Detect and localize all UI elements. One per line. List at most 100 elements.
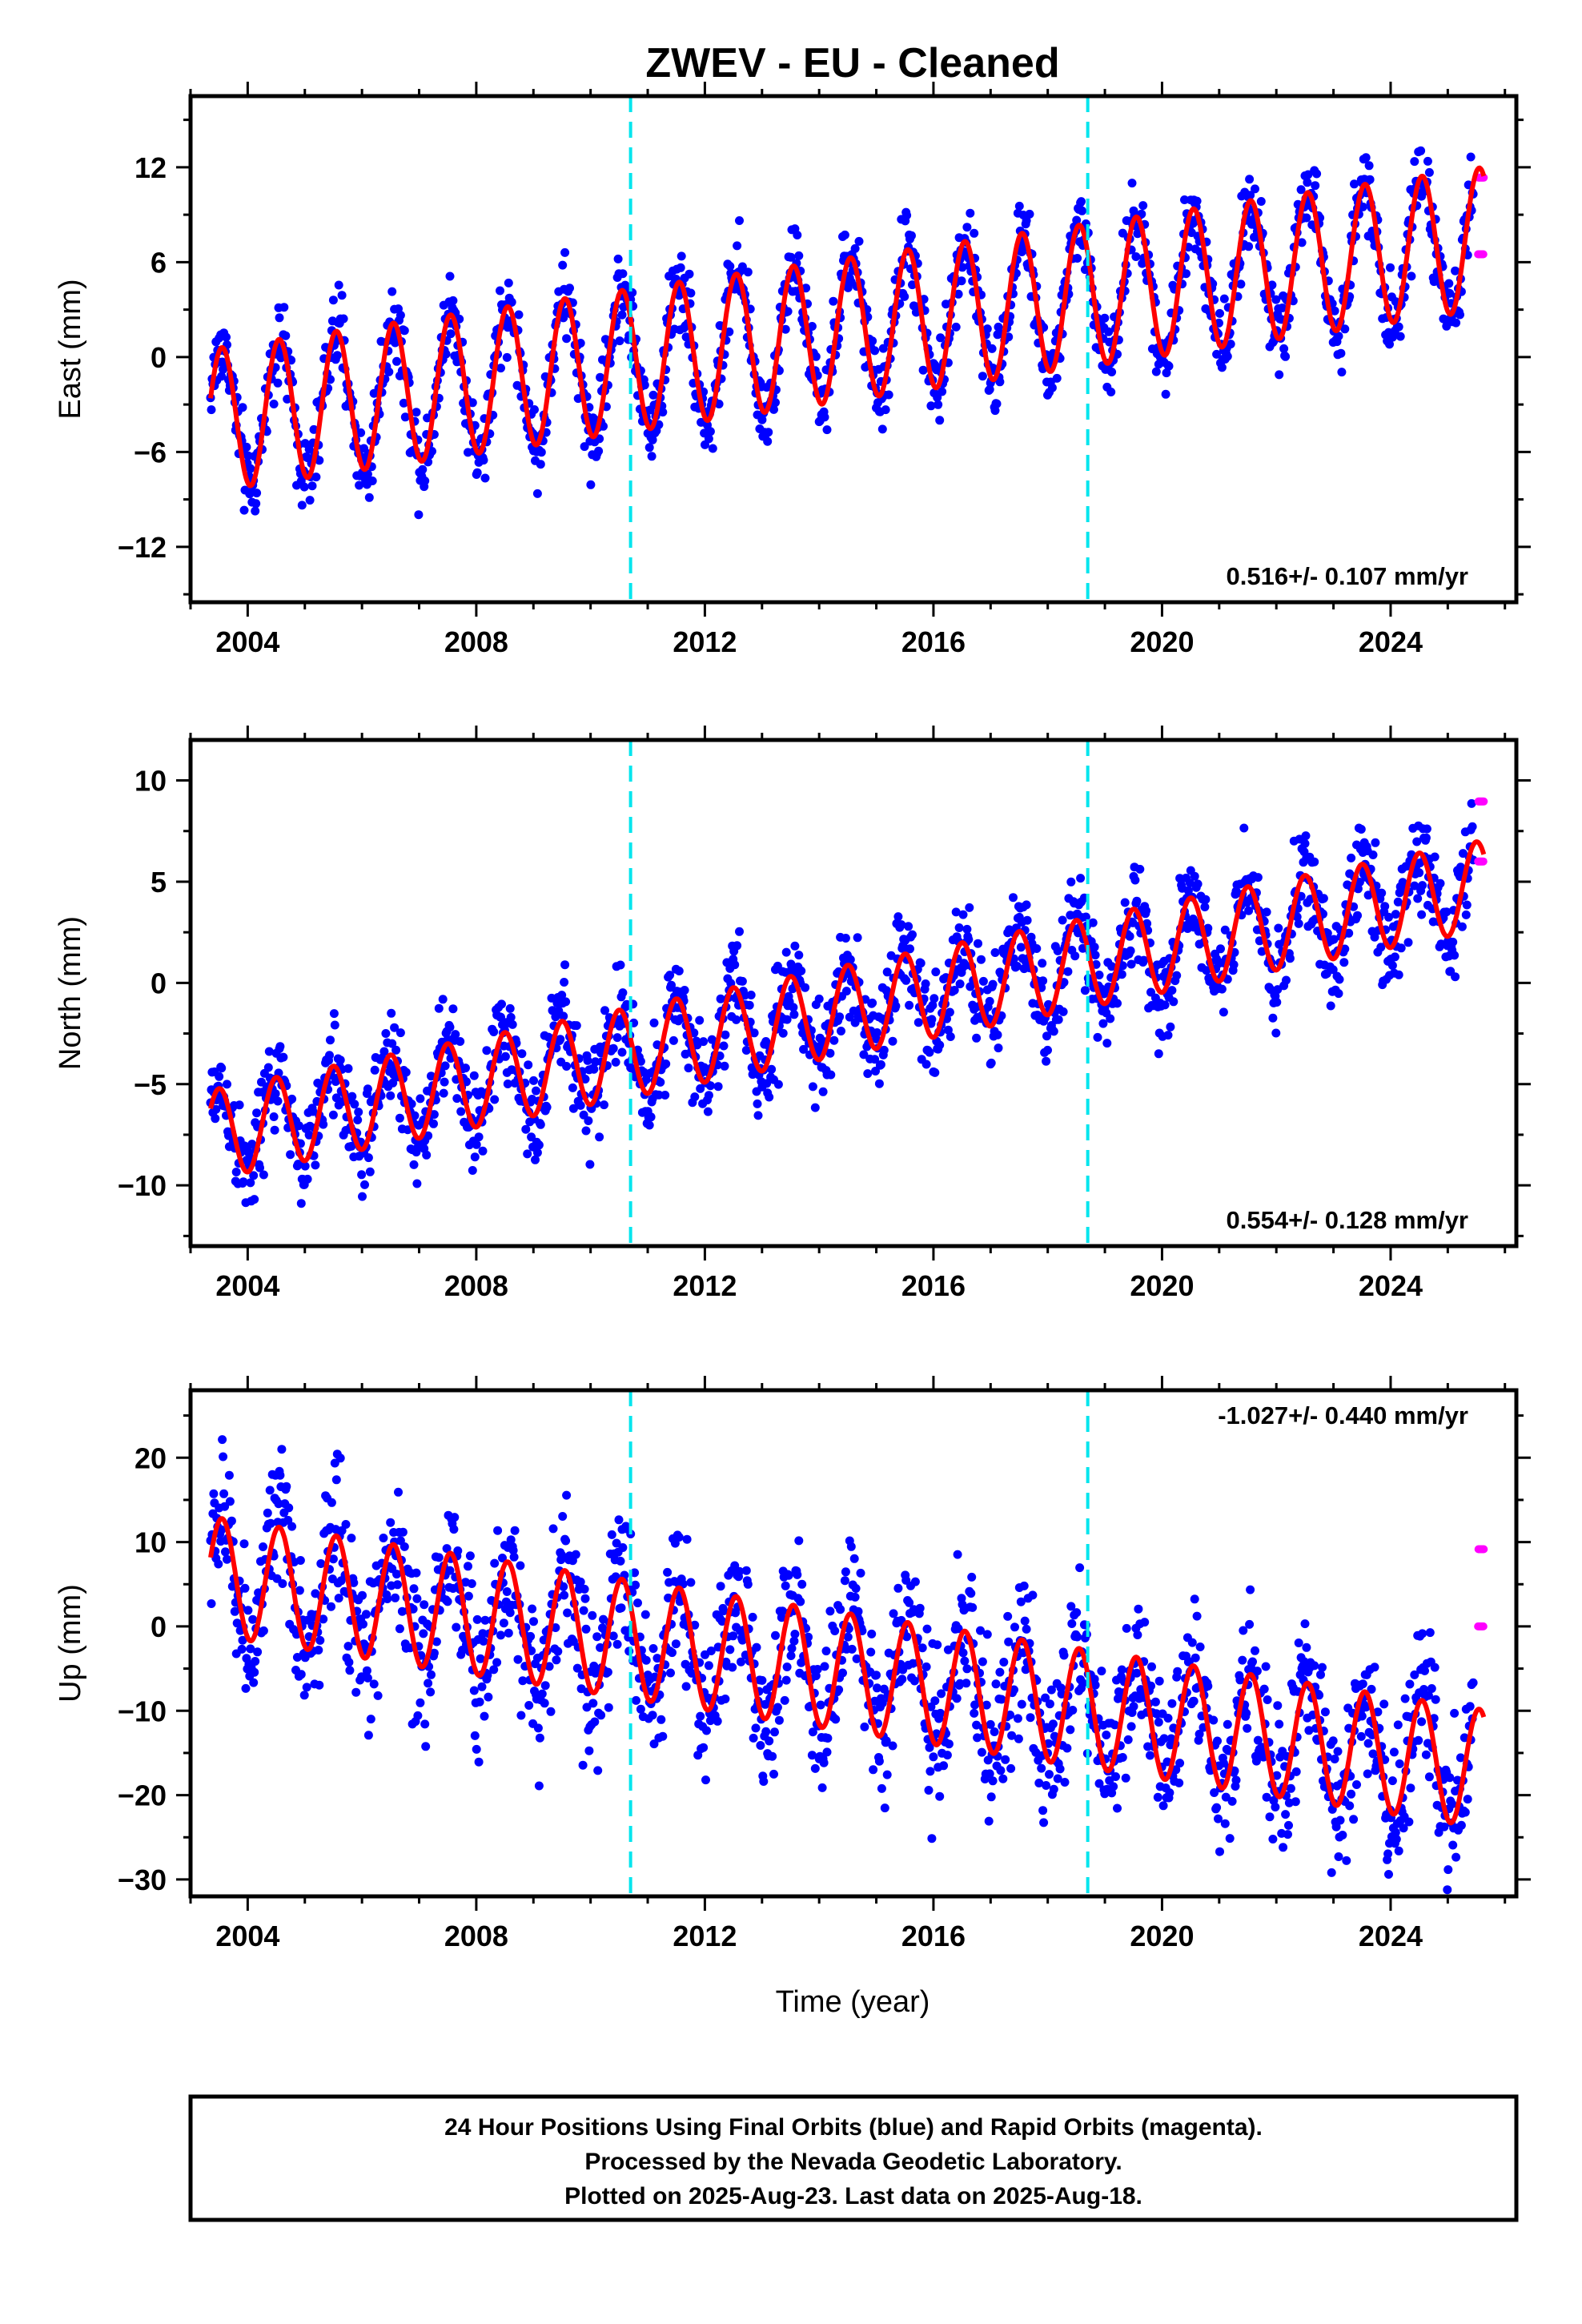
up-final-point xyxy=(351,1687,361,1697)
up-final-point xyxy=(1281,1810,1291,1819)
east-final-point xyxy=(962,223,972,232)
up-final-point xyxy=(796,1597,805,1606)
north-final-point xyxy=(600,1006,609,1015)
east-final-point xyxy=(332,351,342,360)
north-final-point xyxy=(1132,896,1142,906)
east-final-point xyxy=(238,403,247,412)
north-final-point xyxy=(713,1082,723,1092)
up-final-point xyxy=(942,1751,952,1760)
up-final-point xyxy=(1395,1759,1404,1768)
east-final-point xyxy=(1337,368,1347,377)
up-final-point xyxy=(1060,1778,1070,1787)
up-final-point xyxy=(449,1525,459,1534)
east-final-point xyxy=(1025,209,1034,219)
north-final-point xyxy=(300,1161,310,1171)
north-final-point xyxy=(440,1077,449,1087)
up-final-point xyxy=(1048,1719,1058,1729)
north-final-point xyxy=(1216,944,1225,954)
up-final-point xyxy=(1129,1702,1138,1711)
up-final-point xyxy=(648,1711,657,1720)
north-final-point xyxy=(716,994,725,1003)
north-final-point xyxy=(387,1039,397,1048)
north-final-point xyxy=(1090,943,1099,952)
up-final-point xyxy=(1212,1803,1222,1812)
up-final-point xyxy=(1245,1619,1255,1629)
north-final-point xyxy=(1448,937,1458,947)
north-final-point xyxy=(1380,902,1390,911)
east-final-point xyxy=(1281,352,1291,361)
up-final-point xyxy=(1320,1707,1330,1717)
north-final-point xyxy=(1200,903,1210,911)
up-final-point xyxy=(1042,1781,1051,1790)
north-final-point xyxy=(534,1140,544,1150)
up-final-point xyxy=(1251,1646,1259,1655)
up-final-point xyxy=(769,1769,778,1779)
up-final-point xyxy=(253,1647,263,1657)
up-final-point xyxy=(528,1604,537,1614)
up-final-point xyxy=(990,1727,999,1736)
north-final-point xyxy=(1102,1039,1112,1048)
up-final-point xyxy=(251,1657,260,1666)
east-final-point xyxy=(957,276,966,286)
north-final-point xyxy=(347,1092,357,1101)
up-final-point xyxy=(663,1567,673,1577)
up-final-point xyxy=(729,1631,738,1641)
up-final-point xyxy=(1294,1638,1303,1647)
east-final-point xyxy=(933,392,942,402)
up-final-point xyxy=(1242,1708,1251,1718)
north-final-point xyxy=(572,1021,581,1031)
east-final-point xyxy=(970,228,979,238)
north-final-point xyxy=(296,1199,306,1208)
north-final-point xyxy=(1163,1031,1173,1040)
north-final-point xyxy=(826,1070,836,1080)
north-final-point xyxy=(410,1111,420,1120)
up-final-point xyxy=(1173,1667,1182,1676)
up-final-point xyxy=(1400,1694,1410,1703)
up-final-point xyxy=(537,1689,547,1699)
north-final-point xyxy=(429,1119,438,1128)
up-final-point xyxy=(526,1631,536,1641)
north-final-point xyxy=(674,967,684,975)
north-final-point xyxy=(523,1149,532,1159)
east-final-point xyxy=(1336,348,1346,358)
up-final-point xyxy=(464,1591,473,1601)
east-final-point xyxy=(1212,349,1222,359)
east-final-point xyxy=(870,346,880,356)
north-final-point xyxy=(1042,1056,1051,1066)
north-final-point xyxy=(699,1037,709,1047)
up-final-point xyxy=(412,1568,421,1578)
north-final-point xyxy=(1368,850,1378,859)
up-final-point xyxy=(263,1508,272,1518)
up-final-point xyxy=(996,1766,1006,1775)
east-final-point xyxy=(305,496,315,505)
up-final-point xyxy=(580,1594,590,1603)
north-final-point xyxy=(719,1041,729,1051)
north-final-point xyxy=(696,1084,705,1093)
north-final-point xyxy=(612,1033,622,1043)
north-final-point xyxy=(1076,874,1086,883)
north-final-point xyxy=(954,923,964,932)
up-final-point xyxy=(1225,1834,1235,1844)
up-final-point xyxy=(1333,1747,1343,1756)
north-y-axis-label: North (mm) xyxy=(54,916,87,1070)
north-frame xyxy=(188,738,1519,1248)
up-final-point xyxy=(1394,1846,1403,1856)
north-final-point xyxy=(616,960,625,970)
north-final-point xyxy=(753,1111,763,1120)
east-final-point xyxy=(311,472,321,482)
up-final-point xyxy=(927,1834,937,1844)
east-final-point xyxy=(725,327,734,336)
north-final-point xyxy=(270,1125,279,1135)
up-final-point xyxy=(379,1534,388,1542)
north-final-point xyxy=(1130,875,1140,885)
north-final-point xyxy=(1172,971,1182,980)
east-final-point xyxy=(1161,389,1170,399)
up-final-point xyxy=(682,1534,692,1544)
north-final-point xyxy=(684,1063,693,1073)
north-final-point xyxy=(868,998,877,1007)
east-x-tick-label: 2008 xyxy=(444,625,508,658)
east-final-point xyxy=(479,456,488,465)
up-final-point xyxy=(590,1717,600,1727)
north-final-point xyxy=(429,1110,439,1120)
north-final-point xyxy=(560,978,569,987)
